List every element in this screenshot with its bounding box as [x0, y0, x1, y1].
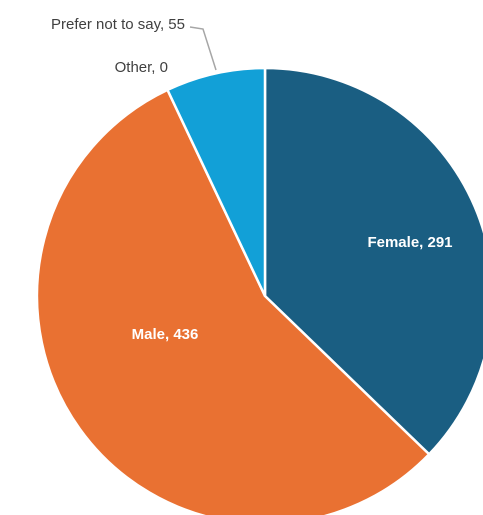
- leader-line: [189, 26, 217, 71]
- data-label: Other, 0: [115, 59, 168, 76]
- pie-slice: [263, 66, 483, 457]
- data-label: Male, 436: [132, 326, 199, 343]
- data-label: Female, 291: [367, 234, 452, 251]
- pie-slice: [165, 66, 267, 297]
- pie-slice: [35, 88, 431, 515]
- data-label: Prefer not to say, 55: [51, 16, 185, 33]
